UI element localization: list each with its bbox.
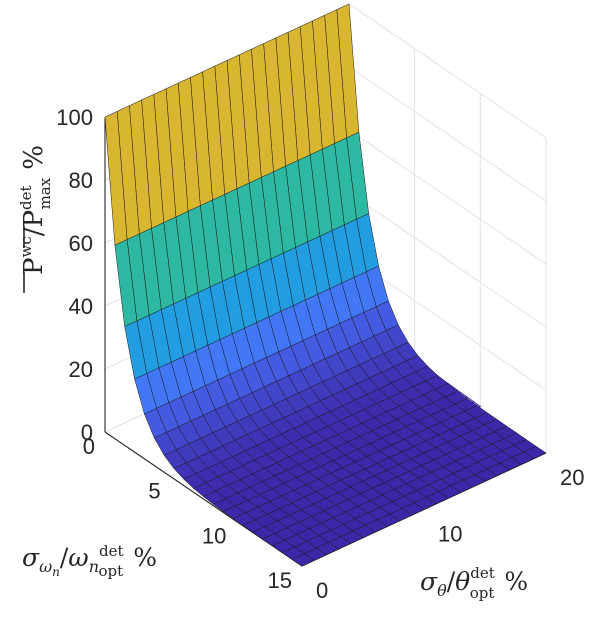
y-label-omega: ω bbox=[68, 543, 88, 572]
y-label-slash: / bbox=[60, 543, 69, 572]
surface-mesh bbox=[104, 3, 547, 567]
y-label-sub: opt bbox=[99, 562, 124, 580]
y-tick-label: 15 bbox=[268, 568, 292, 593]
y-tick-label: 0 bbox=[83, 434, 95, 459]
x-label-theta: θ bbox=[455, 567, 470, 596]
y-axis-label: σωn/ωndet opt% bbox=[22, 542, 157, 580]
y-label-omegasub: n bbox=[89, 557, 99, 576]
z-tick-label: 60 bbox=[69, 231, 93, 256]
x-label-sup: det bbox=[470, 564, 495, 582]
z-label-sup1: wc bbox=[17, 236, 35, 257]
z-tick-label: 0 bbox=[81, 420, 93, 445]
z-tick-label: 100 bbox=[56, 105, 93, 130]
y-label-sigma: σ bbox=[22, 543, 40, 572]
x-tick-label: 10 bbox=[438, 522, 462, 547]
z-label-unit: % bbox=[19, 145, 49, 170]
tick-labels: 0 20 40 60 80 100 0 5 10 15 0 10 20 bbox=[56, 105, 584, 603]
z-tick-label: 80 bbox=[69, 168, 93, 193]
z-label-main2: P bbox=[19, 210, 49, 228]
x-axis-label: σθ/θdet opt% bbox=[420, 564, 528, 602]
surface-cell-deterministic bbox=[291, 553, 315, 567]
y-tick-label: 5 bbox=[148, 479, 160, 504]
x-tick-label: 0 bbox=[316, 578, 328, 603]
x-label-slash: / bbox=[447, 567, 456, 596]
y-label-subsub: n bbox=[52, 565, 60, 579]
z-tick-label: 40 bbox=[69, 294, 93, 319]
z-axis-label: Pwc/Pdetmax% bbox=[17, 145, 54, 275]
x-label-unit: % bbox=[504, 567, 528, 596]
x-label-sigma: σ bbox=[420, 567, 438, 596]
z-label-sup2: det bbox=[17, 185, 35, 210]
x-tick-label: 20 bbox=[560, 465, 584, 490]
y-tick-label: 10 bbox=[202, 523, 226, 548]
y-label-sup: det bbox=[99, 542, 124, 560]
z-label-main: P bbox=[19, 257, 49, 275]
x-label-subvar: θ bbox=[437, 581, 447, 600]
z-label-sub2: max bbox=[36, 177, 54, 209]
y-label-unit: % bbox=[133, 543, 157, 572]
z-label-slash: / bbox=[19, 227, 49, 236]
x-label-sub: opt bbox=[470, 584, 495, 602]
z-tick-label: 20 bbox=[69, 357, 93, 382]
y-label-subvar: ω bbox=[39, 557, 52, 576]
